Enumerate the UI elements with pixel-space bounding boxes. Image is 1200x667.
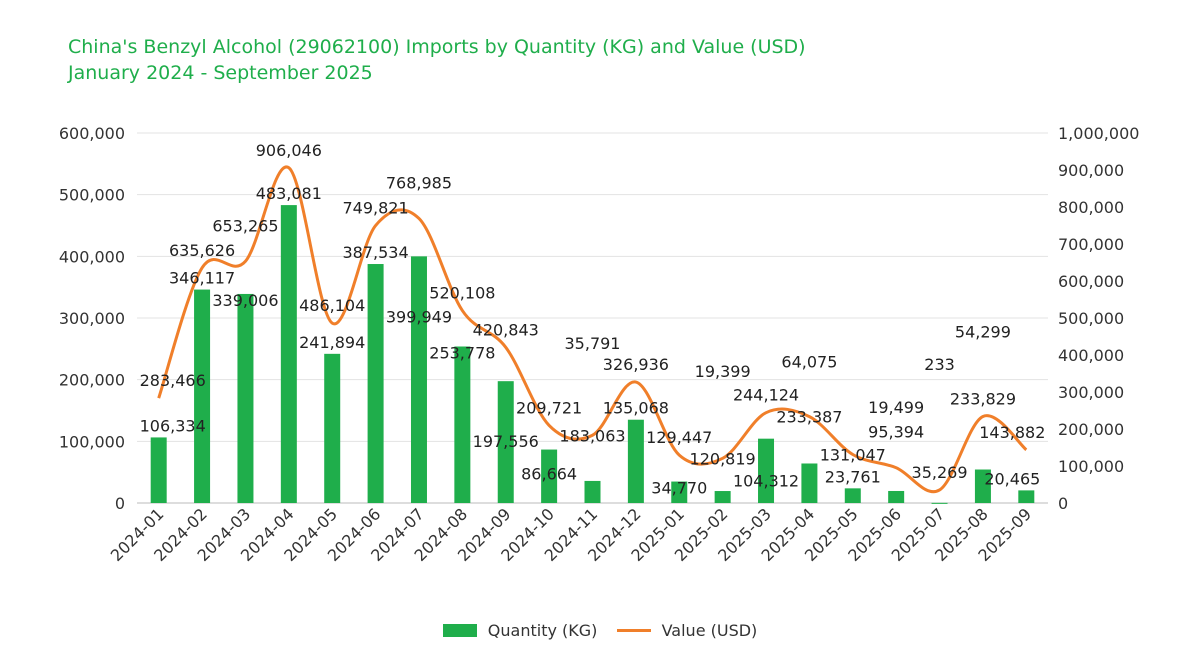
- legend-label-quantity: Quantity (KG): [487, 621, 598, 640]
- y-left-tick-label: 200,000: [59, 371, 125, 390]
- data-label-quantity: 23,761: [825, 467, 881, 486]
- data-label-quantity: 54,299: [955, 323, 1011, 342]
- legend-swatch-value: [616, 629, 651, 632]
- data-label-quantity: 233: [924, 355, 955, 374]
- data-label-quantity: 253,778: [429, 344, 495, 363]
- y-right-tick-label: 400,000: [1058, 346, 1124, 365]
- bar-quantity: [410, 256, 427, 503]
- data-label-value: 233,387: [776, 408, 842, 427]
- bar-quantity: [150, 437, 167, 503]
- y-left-tick-label: 500,000: [59, 186, 125, 205]
- y-left-tick-label: 300,000: [59, 309, 125, 328]
- data-label-value: 749,821: [343, 199, 409, 218]
- data-label-value: 653,265: [212, 216, 278, 235]
- y-right-tick-label: 600,000: [1058, 272, 1124, 291]
- y-left-tick-label: 0: [115, 494, 125, 513]
- data-label-value: 129,447: [646, 428, 712, 447]
- bar-quantity: [367, 264, 384, 503]
- data-label-quantity: 483,081: [256, 184, 322, 203]
- legend-swatch-quantity: [442, 624, 477, 637]
- bar-quantity: [931, 502, 948, 504]
- y-right-tick-label: 200,000: [1058, 420, 1124, 439]
- bar-quantity: [627, 419, 644, 503]
- y-right-tick-label: 500,000: [1058, 309, 1124, 328]
- bar-quantity: [844, 488, 861, 503]
- data-label-quantity: 86,664: [521, 465, 577, 484]
- data-label-value: 283,466: [140, 371, 206, 390]
- data-label-value: 420,843: [473, 320, 539, 339]
- data-label-value: 768,985: [386, 173, 452, 192]
- bar-quantity: [541, 449, 558, 503]
- bar-quantity: [671, 481, 688, 503]
- data-label-value: 143,882: [979, 423, 1045, 442]
- data-label-value: 906,046: [256, 141, 322, 160]
- y-right-tick-label: 300,000: [1058, 383, 1124, 402]
- title-line: China's Benzyl Alcohol (29062100) Import…: [68, 36, 806, 58]
- data-label-value: 131,047: [820, 446, 886, 465]
- y-left-tick-label: 600,000: [59, 124, 125, 143]
- bar-quantity: [758, 438, 775, 503]
- bar-quantity: [454, 346, 471, 503]
- data-label-value: 95,394: [868, 423, 924, 442]
- line-value: [157, 165, 1028, 494]
- data-label-value: 520,108: [429, 284, 495, 303]
- bar-quantity: [1018, 490, 1035, 503]
- data-label-quantity: 197,556: [473, 432, 539, 451]
- legend: Quantity (KG) Value (USD): [0, 620, 1200, 640]
- legend-label-value: Value (USD): [661, 621, 758, 640]
- bar-quantity: [714, 491, 731, 503]
- data-label-quantity: 64,075: [781, 352, 837, 371]
- bar-quantity: [324, 353, 341, 503]
- data-label-value: 233,829: [950, 389, 1016, 408]
- y-left-tick-label: 400,000: [59, 247, 125, 266]
- data-label-value: 183,063: [559, 426, 625, 445]
- subtitle-line: January 2024 - September 2025: [68, 62, 373, 84]
- y-right-tick-label: 1,000,000: [1058, 124, 1139, 143]
- bar-quantity: [801, 463, 818, 503]
- y-right-tick-label: 800,000: [1058, 198, 1124, 217]
- data-label-quantity: 35,791: [565, 334, 621, 353]
- data-label-quantity: 106,334: [140, 416, 206, 435]
- bar-quantity: [497, 381, 514, 503]
- y-right-tick-label: 900,000: [1058, 161, 1124, 180]
- data-label-quantity: 104,312: [733, 472, 799, 491]
- data-label-value: 326,936: [603, 355, 669, 374]
- data-label-quantity: 20,465: [984, 469, 1040, 488]
- data-label-value: 244,124: [733, 386, 799, 405]
- data-label-value: 209,721: [516, 398, 582, 417]
- y-right-tick-label: 0: [1058, 494, 1068, 513]
- y-left-tick-label: 100,000: [59, 432, 125, 451]
- y-right-tick-label: 100,000: [1058, 457, 1124, 476]
- bar-quantity: [280, 205, 297, 504]
- data-label-value: 635,626: [169, 241, 235, 260]
- data-label-quantity: 34,770: [651, 479, 707, 498]
- bar-quantity: [584, 480, 601, 503]
- bar-quantity: [888, 490, 905, 503]
- data-label-quantity: 241,894: [299, 333, 365, 352]
- chart-title: China's Benzyl Alcohol (29062100) Import…: [68, 34, 806, 86]
- data-label-quantity: 387,534: [343, 243, 409, 262]
- data-label-value: 35,269: [912, 463, 968, 482]
- data-label-quantity: 339,006: [212, 291, 278, 310]
- data-label-quantity: 346,117: [169, 269, 235, 288]
- data-label-value: 120,819: [690, 449, 756, 468]
- data-label-value: 486,104: [299, 296, 365, 315]
- bar-quantity: [194, 289, 211, 503]
- data-label-quantity: 135,068: [603, 399, 669, 418]
- data-label-quantity: 19,499: [868, 398, 924, 417]
- data-label-quantity: 19,399: [695, 362, 751, 381]
- bar-quantity: [974, 469, 991, 503]
- bar-quantity: [237, 293, 254, 503]
- y-right-tick-label: 700,000: [1058, 235, 1124, 254]
- data-label-quantity: 399,949: [386, 307, 452, 326]
